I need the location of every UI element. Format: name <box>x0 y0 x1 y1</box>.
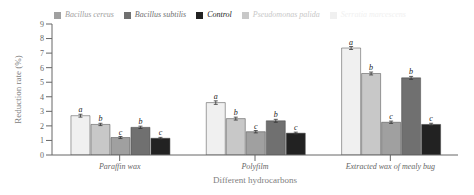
svg-text:0: 0 <box>40 151 44 160</box>
svg-text:8: 8 <box>40 34 44 43</box>
svg-text:1: 1 <box>40 136 44 145</box>
svg-text:Paraffin wax: Paraffin wax <box>98 162 141 171</box>
svg-text:Reduction rate (%): Reduction rate (%) <box>13 55 23 123</box>
svg-text:b: b <box>409 67 413 76</box>
svg-text:Polyfilm: Polyfilm <box>240 162 268 171</box>
svg-text:Different hydrocarbons: Different hydrocarbons <box>213 175 298 185</box>
svg-text:6: 6 <box>40 64 44 73</box>
html-text:Bacillus subtilis: Bacillus subtilis <box>134 10 187 19</box>
svg-text:c: c <box>254 122 258 131</box>
svg-text:a: a <box>214 92 218 101</box>
svg-text:c: c <box>119 128 123 137</box>
svg-text:7: 7 <box>40 49 44 58</box>
svg-text:3: 3 <box>40 107 44 116</box>
html-text:Serratia marcescens: Serratia marcescens <box>340 10 406 19</box>
svg-text:b: b <box>274 110 278 119</box>
svg-text:Extracted wax of mealy bug: Extracted wax of mealy bug <box>345 162 435 171</box>
html-text:Pseudomonas palida: Pseudomonas palida <box>252 10 320 19</box>
html-text:Control: Control <box>207 10 232 19</box>
svg-text:9: 9 <box>40 20 44 29</box>
svg-text:b: b <box>369 63 373 72</box>
svg-text:c: c <box>294 123 298 132</box>
svg-text:b: b <box>98 114 102 123</box>
svg-text:2: 2 <box>40 122 44 131</box>
svg-text:a: a <box>349 38 353 47</box>
html-text:Bacillus cereus: Bacillus cereus <box>65 10 114 19</box>
svg-text:c: c <box>159 128 163 137</box>
svg-text:c: c <box>389 112 393 121</box>
svg-text:4: 4 <box>40 93 44 102</box>
svg-text:b: b <box>234 108 238 117</box>
svg-text:5: 5 <box>40 78 44 87</box>
svg-text:a: a <box>78 105 82 114</box>
svg-text:b: b <box>138 117 142 126</box>
svg-text:c: c <box>429 114 433 123</box>
